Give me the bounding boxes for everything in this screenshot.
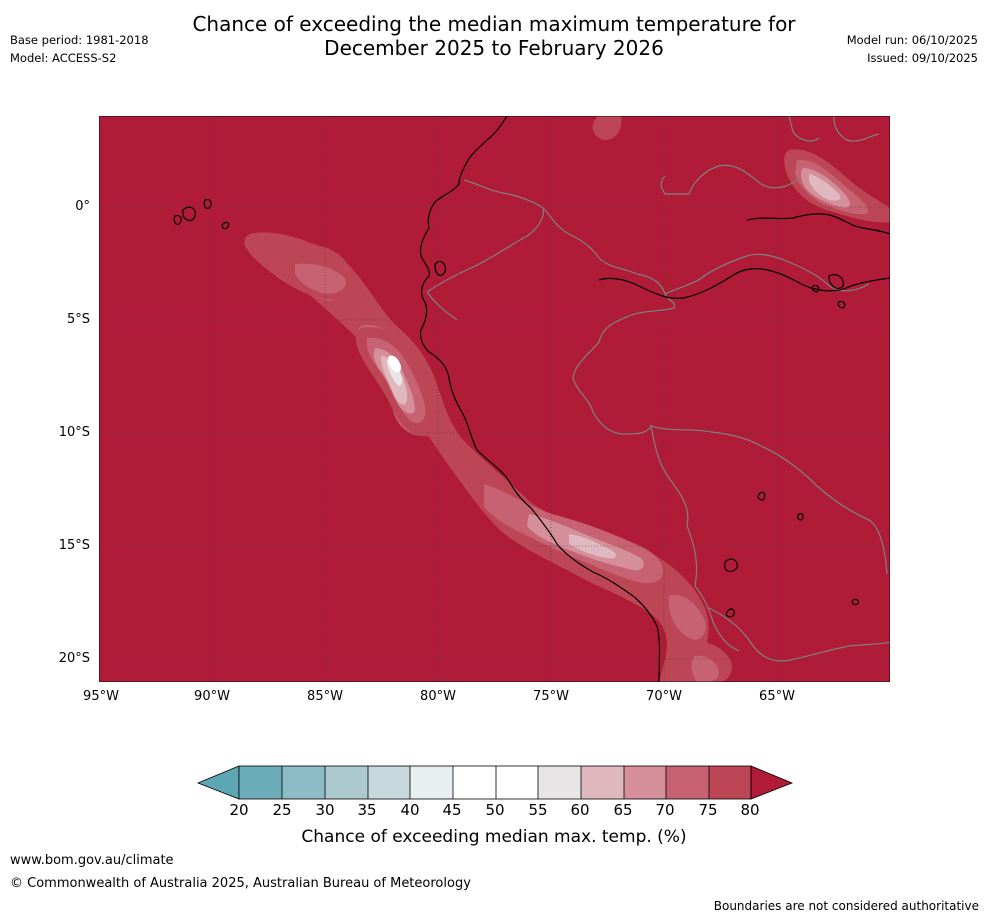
lat-label-20s: 20°S: [58, 651, 90, 666]
colorbar-60-65: [581, 766, 624, 799]
contour-north-patch-75: [592, 116, 622, 140]
colorbar-tick-45: 45: [442, 801, 462, 819]
lon-label-90w: 90°W: [194, 689, 230, 704]
coastline: [173, 116, 890, 682]
lon-label-85w: 85°W: [307, 689, 343, 704]
lat-label-5s: 5°S: [66, 312, 90, 327]
colorbar-below-20: [196, 765, 240, 800]
lat-label-10s: 10°S: [58, 425, 90, 440]
title-line-2: December 2025 to February 2026: [324, 36, 664, 60]
colorbar-20-25: [239, 766, 282, 799]
colorbar-tick-75: 75: [698, 801, 718, 819]
colorbar-55-60: [538, 766, 581, 799]
colorbar-50-55: [496, 766, 538, 799]
meta-right: Model run: 06/10/2025 Issued: 09/10/2025: [847, 31, 978, 67]
gridlines: [99, 116, 890, 682]
colorbar-40-45: [410, 766, 453, 799]
colorbar-tick-25: 25: [272, 801, 292, 819]
lon-label-70w: 70°W: [646, 689, 682, 704]
contour-galapagos-70: [295, 263, 346, 294]
colorbar-frame: [238, 765, 752, 800]
website-link[interactable]: www.bom.gov.au/climate: [10, 853, 174, 868]
lon-label-65w: 65°W: [759, 689, 795, 704]
colorbar-tick-55: 55: [528, 801, 548, 819]
colorbar-above-80: [750, 765, 794, 800]
lon-label-80w: 80°W: [420, 689, 456, 704]
probability-map: [99, 116, 890, 682]
meta-left: Base period: 1981-2018 Model: ACCESS-S2: [10, 31, 149, 67]
colorbar: [196, 765, 794, 800]
colorbar-25-30: [282, 766, 325, 799]
colorbar-tick-20: 20: [229, 801, 249, 819]
lon-label-95w: 95°W: [83, 689, 119, 704]
colorbar-title: Chance of exceeding median max. temp. (%…: [301, 827, 687, 847]
colorbar-70-75: [666, 766, 709, 799]
issued-date: Issued: 09/10/2025: [867, 51, 978, 65]
colorbar-tick-80: 80: [740, 801, 760, 819]
country-borders: [426, 116, 890, 662]
colorbar-dividers: [281, 766, 710, 799]
colorbar-tick-30: 30: [315, 801, 335, 819]
colorbar-tick-50: 50: [485, 801, 505, 819]
colorbar-35-40: [368, 766, 410, 799]
contour-northeast-60: [809, 174, 841, 201]
colorbar-tick-65: 65: [613, 801, 633, 819]
colorbar-65-70: [624, 766, 666, 799]
lat-label-0: 0°: [75, 199, 90, 214]
disclaimer-text: Boundaries are not considered authoritat…: [713, 899, 979, 913]
colorbar-45-50: [453, 766, 496, 799]
colorbar-tick-35: 35: [357, 801, 377, 819]
lat-label-15s: 15°S: [58, 538, 90, 553]
contour-coastal-50: [388, 355, 402, 373]
colorbar-tick-60: 60: [570, 801, 590, 819]
model-run: Model run: 06/10/2025: [846, 33, 978, 47]
copyright-text: © Commonwealth of Australia 2025, Austra…: [10, 876, 471, 891]
colorbar-75-80: [709, 766, 751, 799]
model-name: Model: ACCESS-S2: [10, 51, 117, 65]
map-title: Chance of exceeding the median maximum t…: [0, 12, 988, 60]
base-period: Base period: 1981-2018: [10, 33, 149, 47]
lon-label-75w: 75°W: [533, 689, 569, 704]
title-line-1: Chance of exceeding the median maximum t…: [192, 12, 796, 36]
contour-south-patch-70: [691, 655, 719, 682]
colorbar-tick-40: 40: [400, 801, 420, 819]
colorbar-tick-70: 70: [655, 801, 675, 819]
colorbar-30-35: [325, 766, 368, 799]
map-background-above-80: [99, 116, 890, 682]
